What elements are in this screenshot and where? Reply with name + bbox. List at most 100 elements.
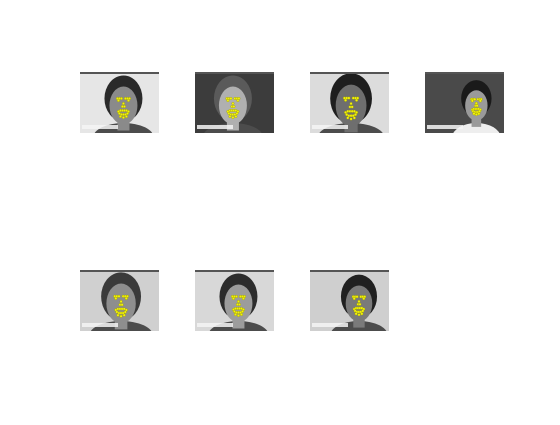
feature-point (124, 296, 128, 300)
feature-point (121, 116, 125, 119)
image-panel (310, 72, 389, 133)
panel-content (425, 72, 504, 133)
feature-point (355, 295, 359, 299)
timestamp-strip (82, 125, 118, 129)
feature-point (358, 302, 362, 306)
feature-point (344, 98, 348, 102)
feature-point (114, 296, 118, 300)
feature-point (360, 312, 364, 316)
top-strip (195, 270, 274, 272)
feature-point (235, 112, 239, 115)
feature-point (126, 99, 130, 102)
image-panel (80, 72, 159, 133)
feature-point (231, 116, 235, 119)
feature-point (354, 113, 357, 117)
neck (114, 319, 128, 330)
feature-point (119, 314, 123, 318)
feature-point (236, 99, 240, 102)
feature-point (352, 297, 356, 301)
image-panel (195, 270, 274, 331)
feature-point (228, 115, 232, 118)
feature-point (231, 297, 235, 300)
feature-point (234, 295, 238, 298)
feature-point (229, 97, 233, 100)
feature-point (357, 313, 361, 317)
feature-point (226, 99, 230, 102)
timestamp-strip (312, 323, 348, 327)
feature-point (120, 303, 124, 307)
feature-point (346, 116, 350, 120)
face (335, 84, 367, 127)
feature-point (239, 313, 243, 316)
feature-point (121, 102, 125, 105)
feature-point (478, 99, 482, 103)
panel-content (80, 72, 159, 133)
panel-content (80, 270, 159, 331)
image-panel (80, 270, 159, 331)
neck (471, 116, 482, 127)
feature-point (477, 112, 481, 116)
feature-point (122, 313, 126, 317)
timestamp-strip (427, 125, 463, 129)
panel-content (195, 270, 274, 331)
image-panel (310, 270, 389, 331)
feature-point (474, 113, 478, 116)
neck (232, 318, 245, 329)
panel-content (195, 72, 274, 133)
feature-point (472, 112, 476, 116)
timestamp-strip (312, 125, 348, 129)
feature-point (347, 96, 351, 100)
face (106, 283, 136, 324)
feature-point (236, 314, 240, 317)
feature-point (123, 310, 127, 314)
shoulders (453, 123, 500, 133)
timestamp-strip (197, 125, 233, 129)
feature-point (240, 310, 244, 313)
panel-content (310, 72, 389, 133)
feature-point (349, 102, 353, 106)
feature-point (475, 104, 479, 108)
feature-point (237, 303, 241, 306)
feature-point (236, 300, 240, 303)
timestamp-strip (197, 323, 233, 327)
feature-point (116, 313, 120, 317)
feature-point (349, 117, 353, 121)
feature-point (354, 312, 358, 316)
feature-point (357, 300, 361, 303)
timestamp-strip (82, 323, 118, 327)
feature-point (231, 102, 235, 105)
feature-point (362, 297, 366, 301)
feature-point (124, 115, 128, 118)
feature-point (470, 99, 474, 103)
feature-point (119, 97, 123, 100)
neck (117, 120, 130, 131)
neck (353, 317, 365, 328)
feature-point (119, 300, 123, 303)
top-strip (310, 270, 389, 272)
feature-point (117, 294, 121, 298)
feature-point (361, 309, 365, 313)
feature-point (478, 109, 481, 113)
feature-point (116, 99, 120, 102)
top-strip (80, 72, 159, 74)
panel-content (310, 270, 389, 331)
neck (344, 122, 358, 133)
feature-point (352, 116, 356, 120)
feature-point (125, 112, 129, 115)
feature-point (234, 115, 238, 118)
feature-point (241, 297, 245, 300)
feature-point (474, 101, 478, 105)
feature-point (122, 105, 126, 108)
feature-point (473, 97, 477, 101)
top-strip (425, 72, 504, 74)
top-strip (80, 270, 159, 272)
top-strip (310, 72, 389, 74)
image-panel (195, 72, 274, 133)
feature-point (232, 105, 236, 108)
image-panel (425, 72, 504, 133)
feature-point (355, 98, 359, 102)
feature-point (350, 105, 354, 109)
top-strip (195, 72, 274, 74)
